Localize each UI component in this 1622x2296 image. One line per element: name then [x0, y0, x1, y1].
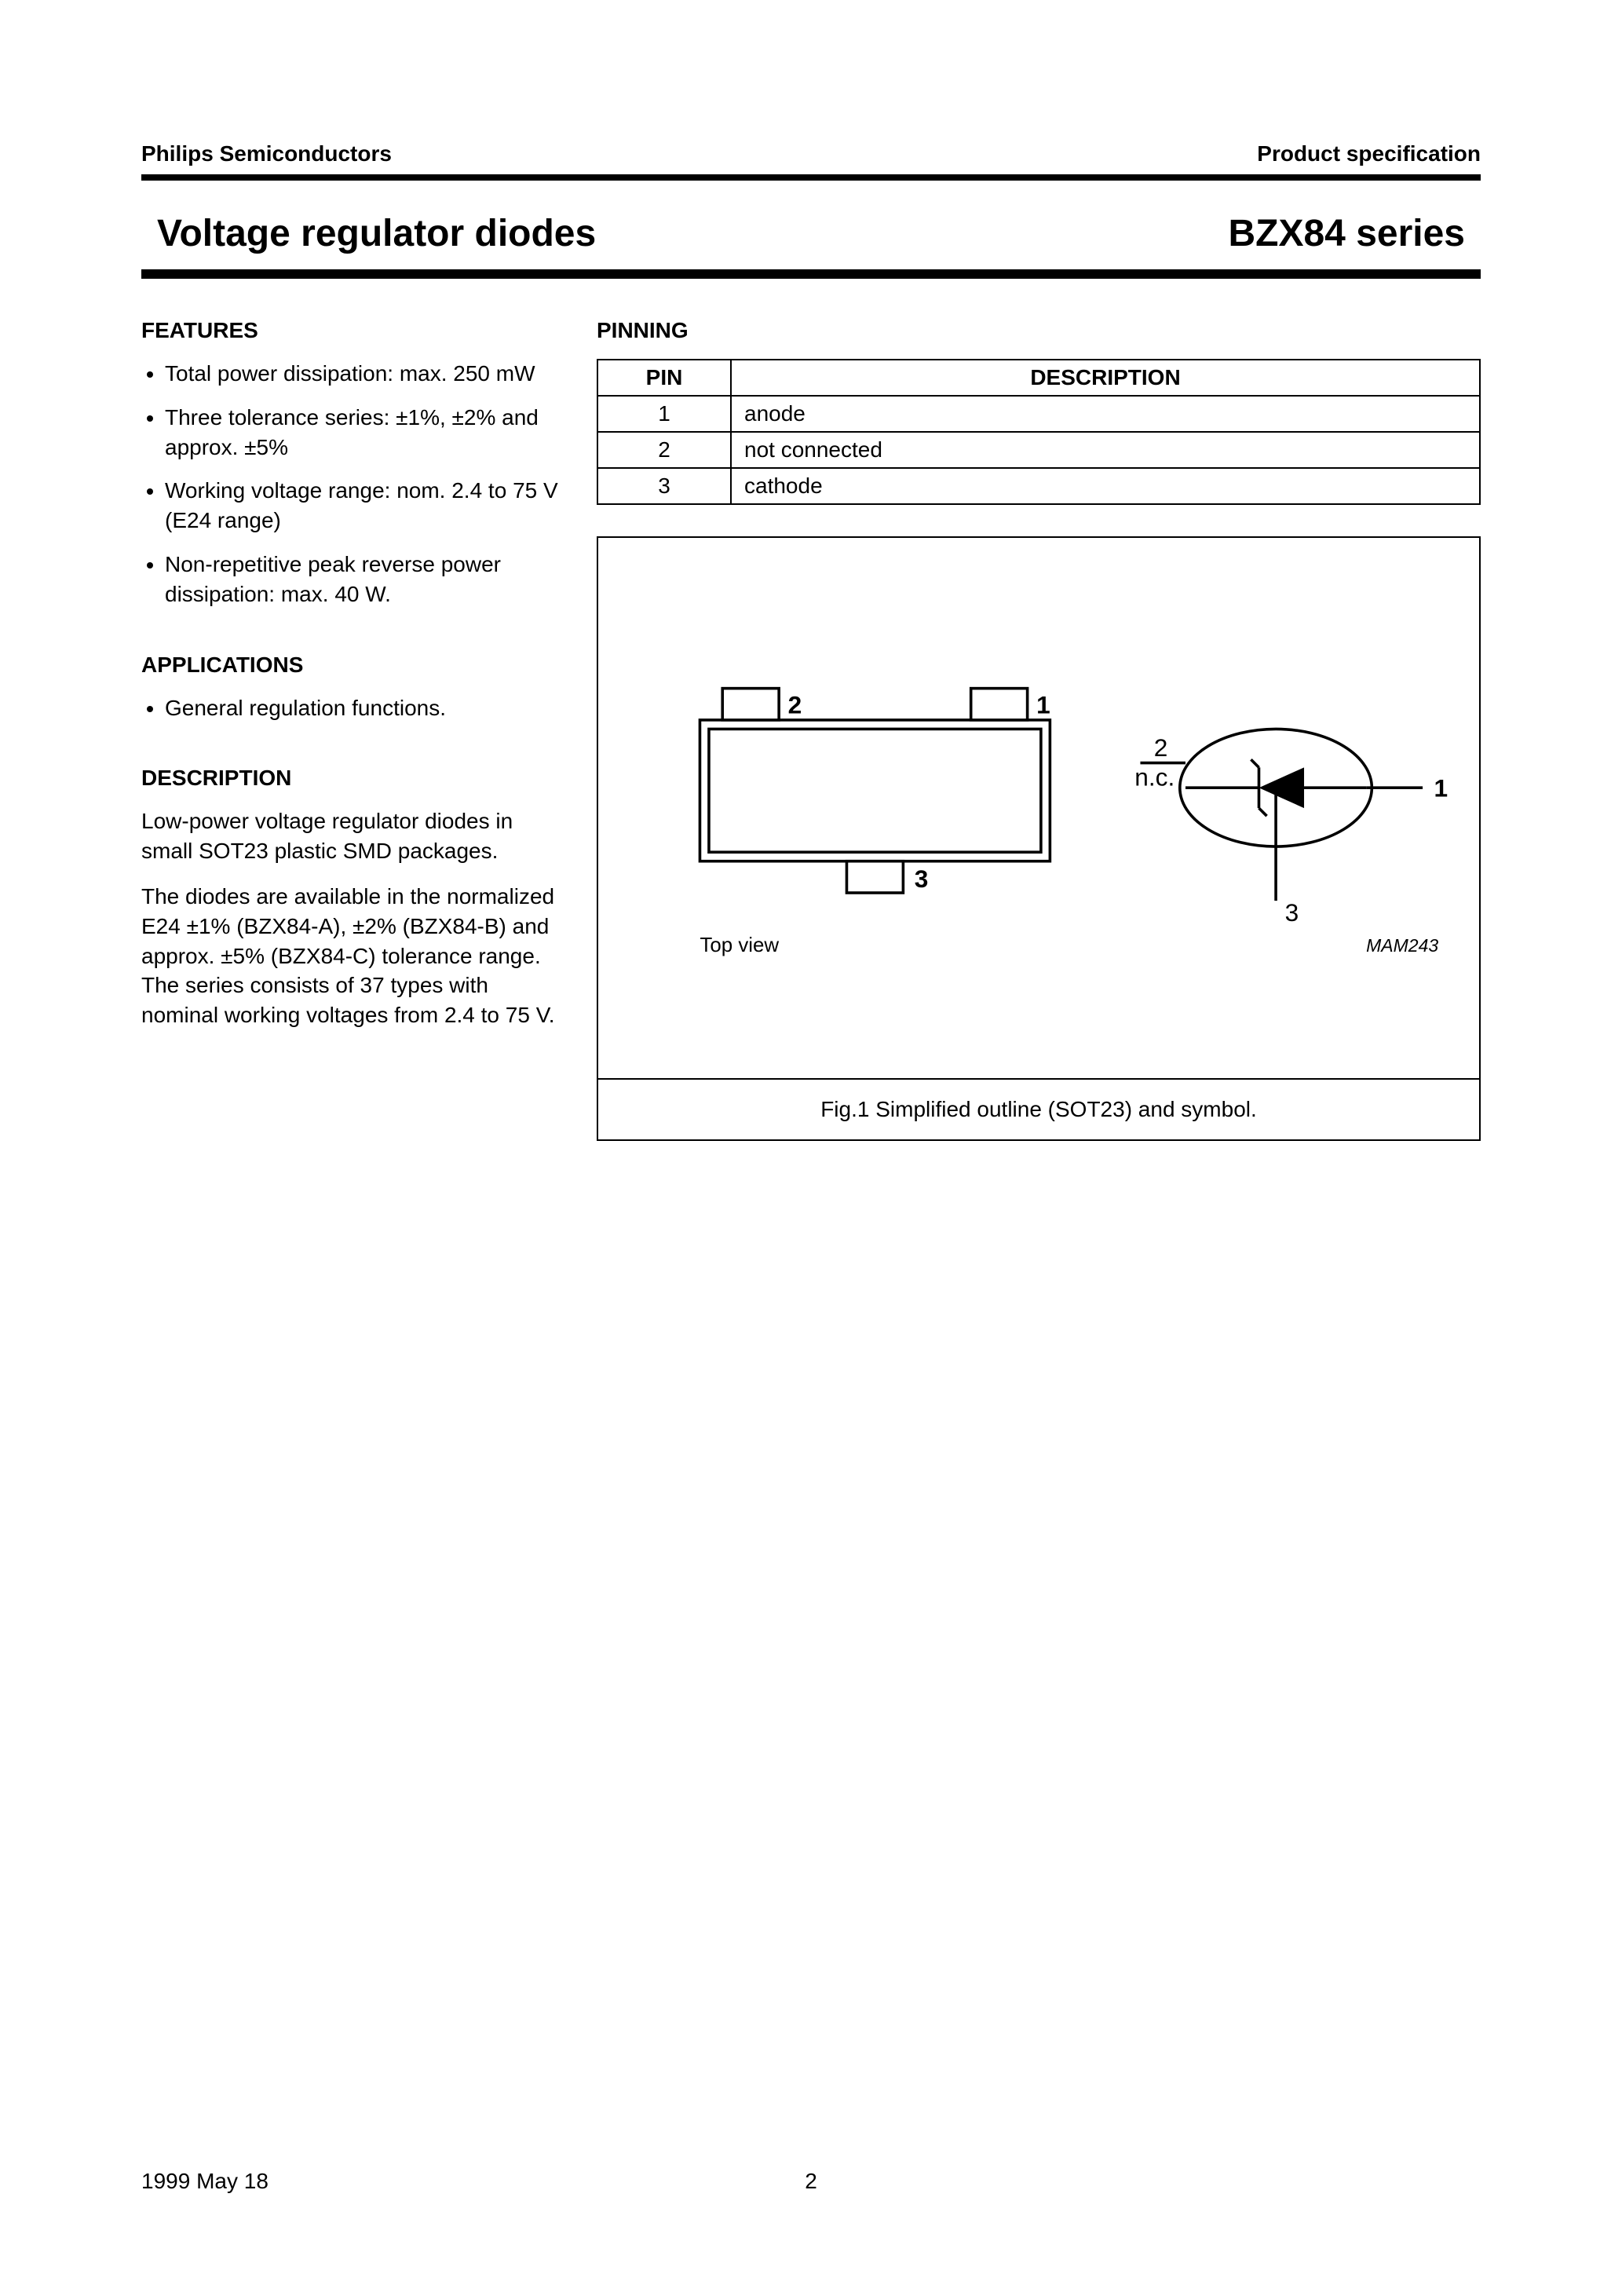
rule-top	[141, 174, 1481, 181]
left-column: FEATURES Total power dissipation: max. 2…	[141, 318, 565, 1141]
figure-caption: Fig.1 Simplified outline (SOT23) and sym…	[598, 1078, 1479, 1139]
svg-text:1: 1	[1434, 774, 1448, 803]
cell-desc: not connected	[731, 432, 1480, 468]
series-title: BZX84 series	[1228, 212, 1465, 255]
cell-pin: 3	[597, 468, 731, 504]
description-para: Low-power voltage regulator diodes in sm…	[141, 806, 565, 866]
features-heading: FEATURES	[141, 318, 565, 343]
list-item: Three tolerance series: ±1%, ±2% and app…	[165, 403, 565, 462]
list-item: Non-repetitive peak reverse power dissip…	[165, 550, 565, 609]
applications-list: General regulation functions.	[141, 693, 565, 723]
pinning-table: PIN DESCRIPTION 1 anode 2 not connected …	[597, 359, 1481, 505]
svg-text:1: 1	[1036, 690, 1050, 718]
cell-desc: cathode	[731, 468, 1480, 504]
table-row: 1 anode	[597, 396, 1480, 432]
table-header-row: PIN DESCRIPTION	[597, 360, 1480, 396]
svg-text:3: 3	[1285, 898, 1299, 927]
page-footer: 1999 May 18 2	[141, 2169, 1481, 2194]
figure-svg: 123Top viewMAM2432n.c.13	[598, 538, 1479, 1083]
table-row: 2 not connected	[597, 432, 1480, 468]
svg-text:MAM243: MAM243	[1366, 935, 1438, 956]
cell-desc: anode	[731, 396, 1480, 432]
svg-text:2: 2	[788, 690, 802, 718]
svg-text:3: 3	[915, 865, 929, 893]
doc-header: Philips Semiconductors Product specifica…	[141, 141, 1481, 166]
col-description: DESCRIPTION	[731, 360, 1480, 396]
content-columns: FEATURES Total power dissipation: max. 2…	[141, 318, 1481, 1141]
cell-pin: 1	[597, 396, 731, 432]
header-company: Philips Semiconductors	[141, 141, 392, 166]
svg-text:Top view: Top view	[700, 934, 779, 956]
table-row: 3 cathode	[597, 468, 1480, 504]
footer-date: 1999 May 18	[141, 2169, 269, 2194]
svg-text:2: 2	[1154, 733, 1168, 762]
applications-heading: APPLICATIONS	[141, 653, 565, 678]
right-column: PINNING PIN DESCRIPTION 1 anode 2 not co…	[597, 318, 1481, 1141]
cell-pin: 2	[597, 432, 731, 468]
page-title: Voltage regulator diodes	[157, 212, 596, 255]
title-row: Voltage regulator diodes BZX84 series	[141, 212, 1481, 255]
description-heading: DESCRIPTION	[141, 766, 565, 791]
list-item: Total power dissipation: max. 250 mW	[165, 359, 565, 389]
header-doc-type: Product specification	[1257, 141, 1481, 166]
figure-drawing: 123Top viewMAM2432n.c.13	[598, 538, 1479, 1083]
list-item: Working voltage range: nom. 2.4 to 75 V …	[165, 476, 565, 536]
footer-page-number: 2	[805, 2169, 817, 2194]
col-pin: PIN	[597, 360, 731, 396]
svg-text:n.c.: n.c.	[1134, 762, 1174, 791]
list-item: General regulation functions.	[165, 693, 565, 723]
figure-1: 123Top viewMAM2432n.c.13 Fig.1 Simplifie…	[597, 536, 1481, 1141]
pinning-heading: PINNING	[597, 318, 1481, 343]
features-list: Total power dissipation: max. 250 mW Thr…	[141, 359, 565, 609]
description-para: The diodes are available in the normaliz…	[141, 882, 565, 1030]
rule-title	[141, 269, 1481, 279]
